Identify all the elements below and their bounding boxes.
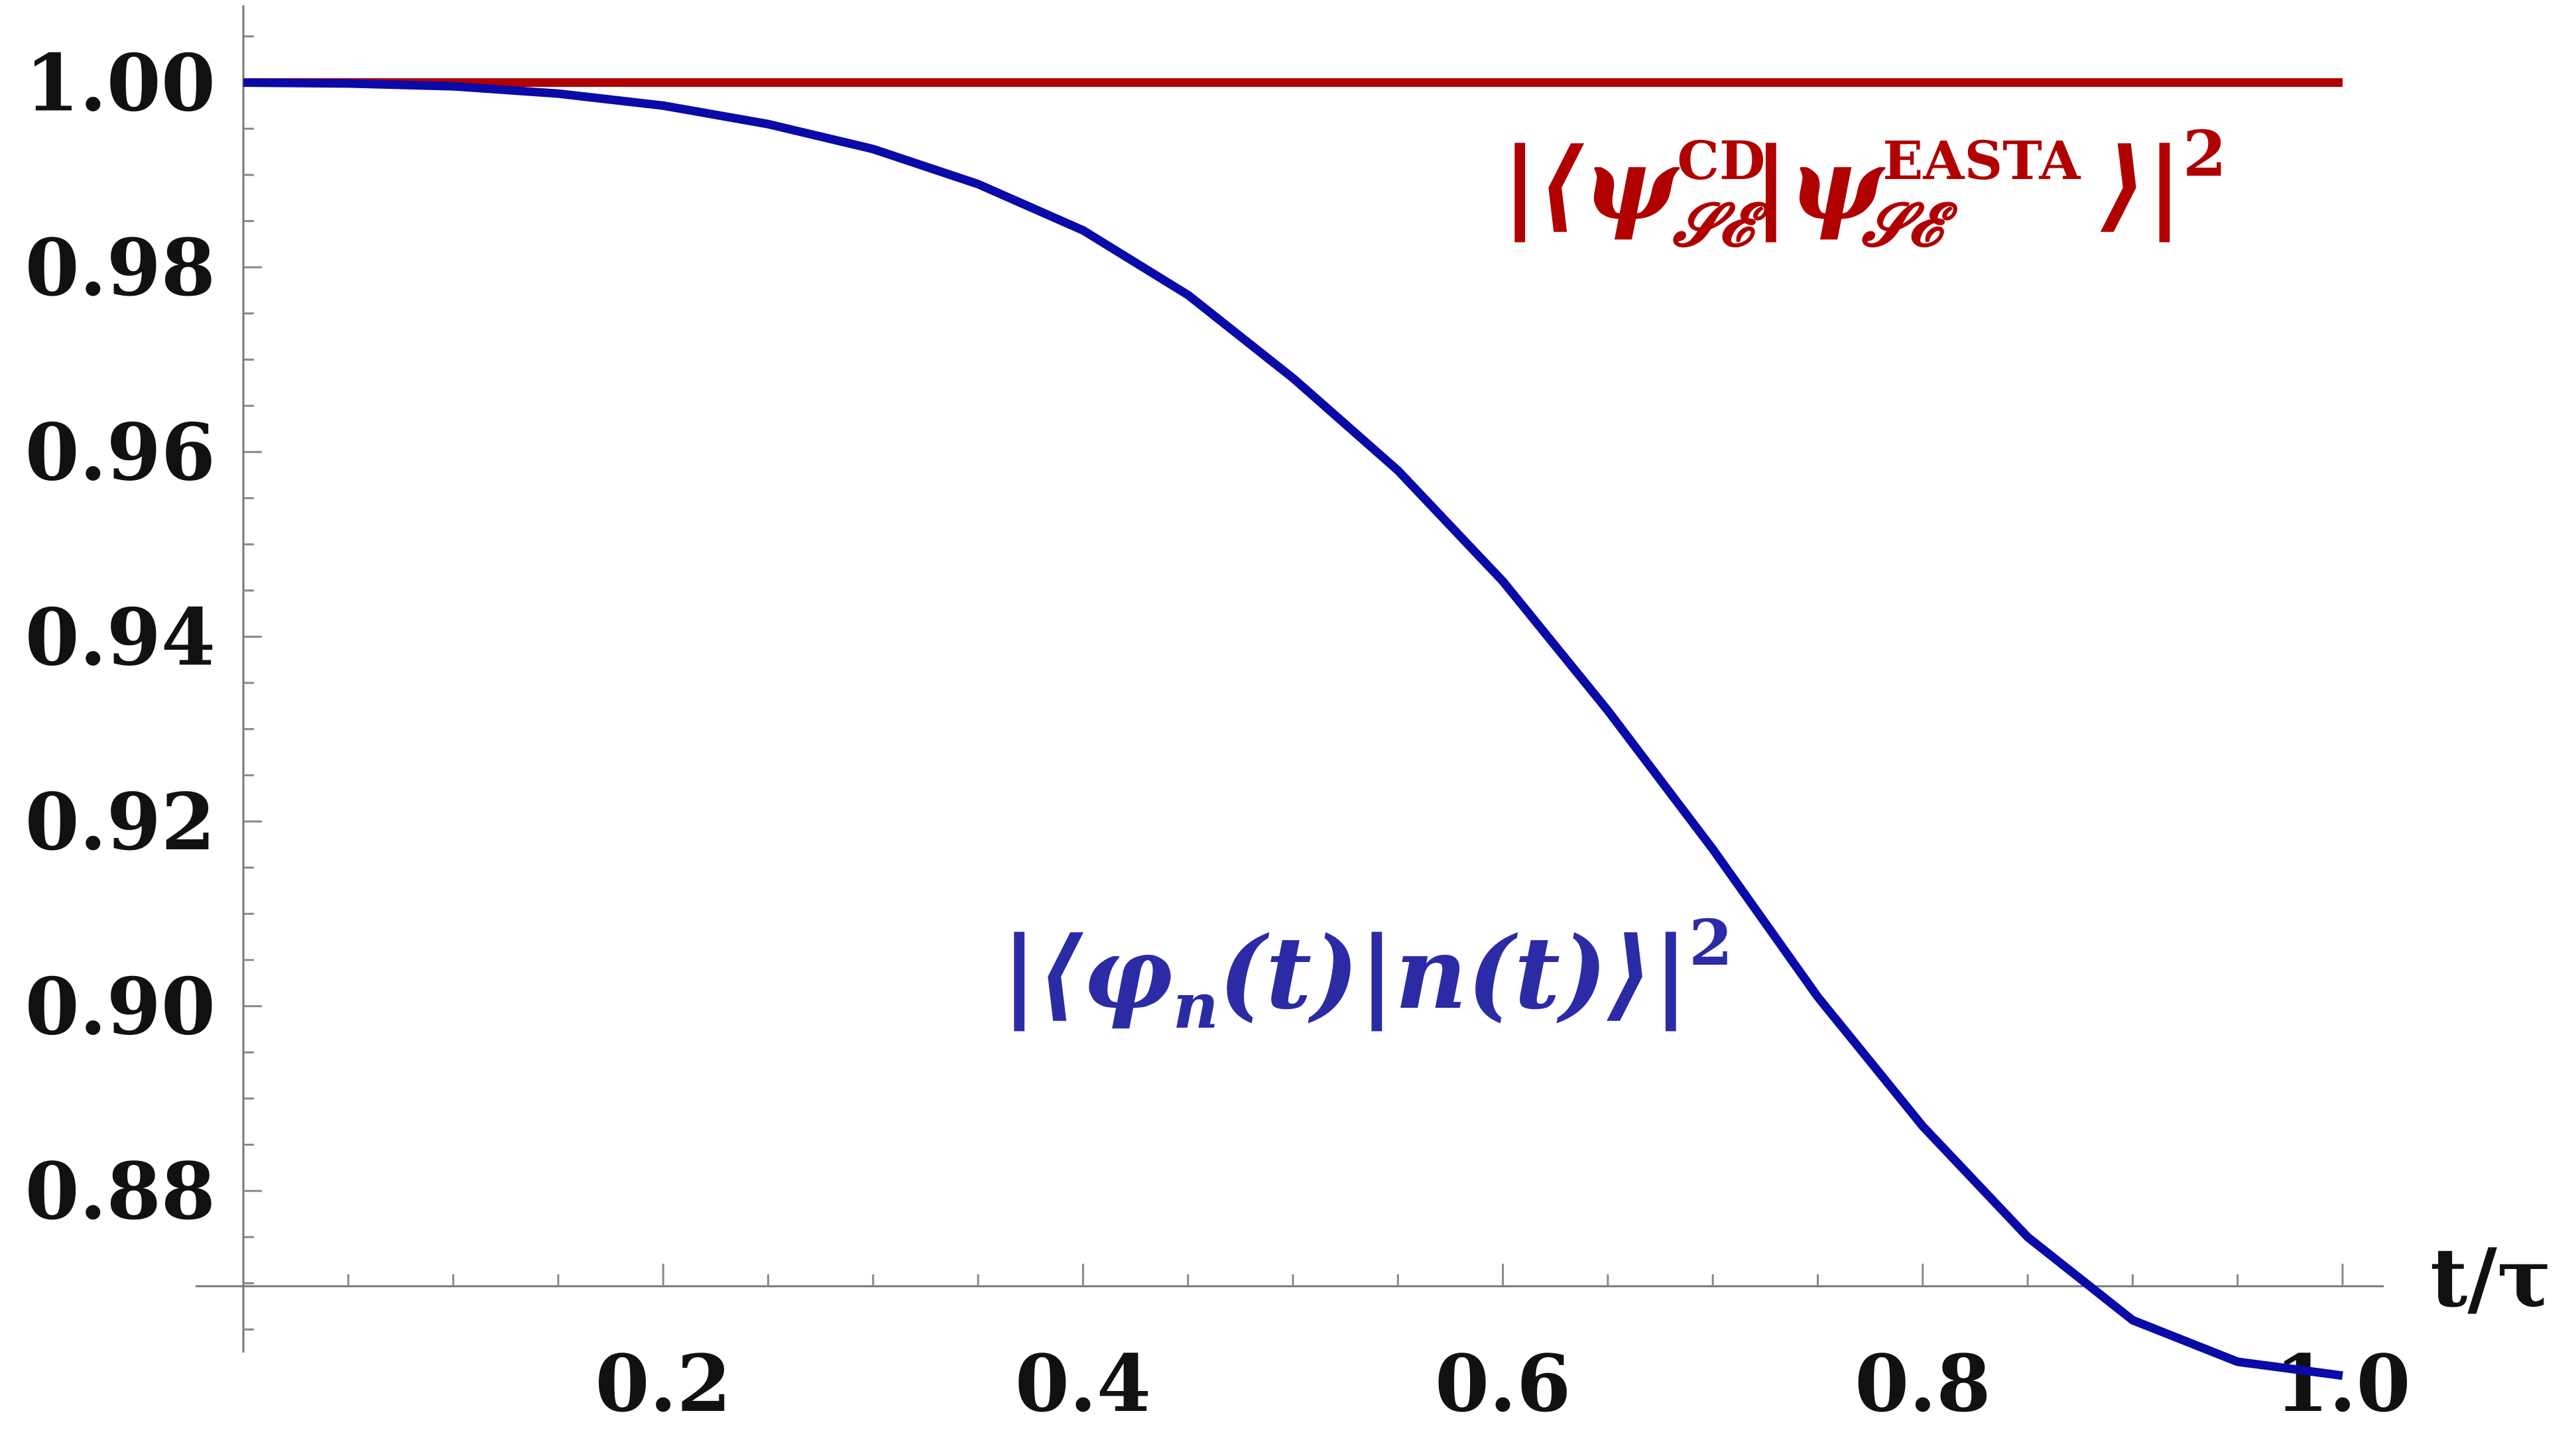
x-tick-label: 0.4 [1015,1337,1151,1429]
red-anno-suffix: ⟩| [2101,126,2183,243]
series-layer [243,78,2343,1380]
y-tick-label: 0.90 [25,961,215,1053]
blue-series-annotation: |⟨φn(t)|n(t)⟩|2 [1001,906,1733,1043]
y-tick-label: 0.96 [25,406,215,499]
red-anno-sup2: EASTA [1882,129,2081,192]
y-tick-label: 0.98 [25,221,215,314]
blue-anno-sub: n [1173,969,1219,1043]
y-tick-label: 0.94 [25,591,215,683]
blue-fidelity-line [243,78,2343,1380]
x-tick-label: 0.8 [1855,1337,1991,1429]
red-anno-sup1: CD [1677,129,1765,192]
red-anno-sub2: 𝓢𝓔 [1861,190,1959,260]
y-axis: 1.00 0.98 0.96 0.94 0.92 0.90 0.88 [25,5,262,1353]
blue-anno-prefix: |⟨φ [1001,915,1173,1032]
x-tick-label: 1.0 [2274,1337,2410,1429]
x-tick-label: 0.6 [1435,1337,1571,1429]
blue-anno-power: 2 [1689,906,1733,980]
y-tick-label: 1.00 [25,36,215,129]
x-axis-title: t/τ [2430,1230,2551,1325]
y-tick-label: 0.88 [25,1145,215,1237]
blue-anno-mid: (t)|n(t)⟩| [1219,915,1689,1032]
red-anno-power: 2 [2183,117,2227,191]
y-tick-label: 0.92 [25,776,215,868]
red-anno-mid: |ψ [1753,126,1886,243]
x-tick-label: 0.2 [595,1337,731,1429]
x-axis: 0.2 0.4 0.6 0.8 1.0 [196,1264,2411,1429]
red-series-annotation: |⟨ψCD 𝓢𝓔|ψEASTA 𝓢𝓔 ⟩|2 [1502,117,2227,260]
red-anno-prefix: |⟨ψ [1502,126,1680,243]
